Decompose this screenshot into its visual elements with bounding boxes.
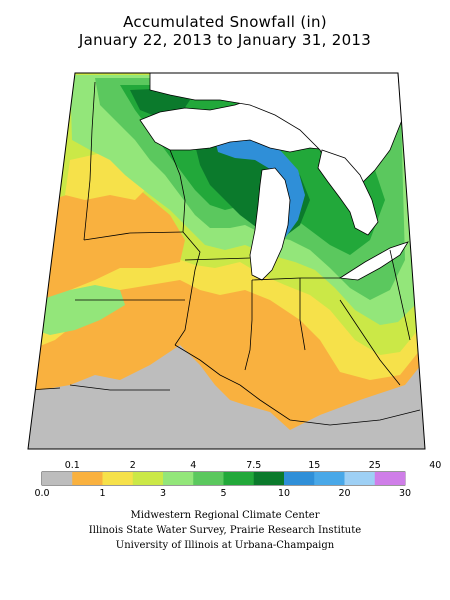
legend-bottom-label: 30: [399, 488, 411, 499]
lake-erie: [338, 241, 409, 281]
legend-top-label: 25: [369, 460, 381, 471]
legend-top-label: 4: [190, 460, 196, 471]
lake-michigan: [249, 167, 291, 281]
map-date-range: January 22, 2013 to January 31, 2013: [78, 31, 372, 49]
legend-top-label: 40: [429, 460, 441, 471]
legend-top-label: 2: [130, 460, 136, 471]
legend-bottom-label: 20: [338, 488, 350, 499]
legend-swatch: [193, 472, 224, 485]
legend-top-label: 15: [308, 460, 320, 471]
legend-top-label: 0.1: [65, 460, 80, 471]
legend-top-label: 7.5: [246, 460, 261, 471]
state-boundaries: [28, 81, 421, 426]
legend-swatch: [223, 472, 255, 485]
legend-bottom-label: 3: [160, 488, 166, 499]
lake-huron: [317, 149, 379, 236]
legend-swatch: [284, 472, 315, 485]
legend-swatch: [314, 472, 345, 485]
credit-line-3: University of Illinois at Urbana-Champai…: [115, 540, 335, 551]
credit-line-2: Illinois State Water Survey, Prairie Res…: [88, 525, 362, 536]
legend-swatch: [374, 472, 406, 485]
legend-swatch: [102, 472, 134, 485]
map-frame: [27, 72, 426, 450]
legend-bottom-label: 5: [220, 488, 226, 499]
legend-swatch: [42, 472, 73, 485]
map-area: [28, 73, 425, 449]
snow-zone-1-2in-west: [28, 185, 185, 300]
legend-swatch: [253, 472, 285, 485]
legend-swatch: [132, 472, 164, 485]
legend-swatch: [72, 472, 103, 485]
credit-line-1: Midwestern Regional Climate Center: [130, 510, 320, 521]
legend-swatch: [163, 472, 194, 485]
map-title: Accumulated Snowfall (in): [123, 13, 327, 31]
legend-bottom-label: 0.0: [34, 488, 49, 499]
snow-zone-4-5in-south: [35, 285, 125, 335]
legend-bottom-label: 10: [278, 488, 290, 499]
legend-swatch: [344, 472, 376, 485]
legend-bottom-label: 1: [99, 488, 105, 499]
